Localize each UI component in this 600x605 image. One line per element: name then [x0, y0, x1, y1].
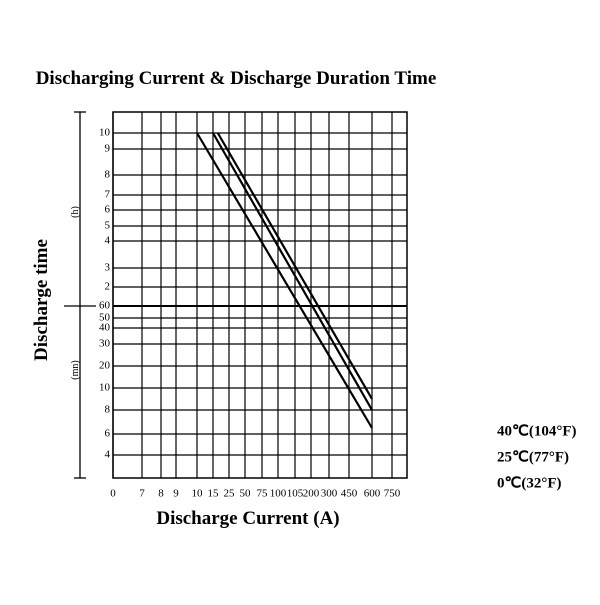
- x-tick-label: 105: [287, 488, 304, 500]
- minutes-unit: (mn): [70, 360, 81, 379]
- y-tick-label: 7: [105, 189, 111, 201]
- legend-label: 40℃(104°F): [497, 423, 577, 439]
- x-tick-label: 750: [384, 488, 401, 500]
- y-tick-label: 60: [99, 300, 111, 312]
- series-line: [216, 132, 373, 400]
- x-tick-label: 450: [341, 488, 358, 500]
- y-tick-label: 50: [99, 312, 111, 324]
- x-tick-label: 600: [364, 488, 381, 500]
- x-tick-label: 10: [192, 488, 204, 500]
- y-tick-label: 10: [99, 382, 111, 394]
- y-tick-label: 4: [105, 449, 111, 461]
- y-tick-label: 2: [105, 281, 111, 293]
- y-tick-label: 30: [99, 338, 111, 350]
- series-line: [196, 132, 373, 429]
- x-tick-label: 25: [224, 488, 236, 500]
- x-tick-label: 15: [208, 488, 220, 500]
- x-tick-label: 50: [240, 488, 252, 500]
- y-tick-label: 10: [99, 127, 111, 139]
- x-tick-label: 300: [321, 488, 338, 500]
- x-tick-label: 100: [270, 488, 287, 500]
- y-tick-label: 8: [105, 169, 111, 181]
- axis-brace: [64, 111, 96, 479]
- y-tick-label: 40: [99, 322, 111, 334]
- legend-label: 25℃(77°F): [497, 449, 569, 465]
- y-tick-label: 9: [105, 143, 111, 155]
- y-tick-label: 8: [105, 404, 111, 416]
- plot-frame: [112, 111, 408, 479]
- x-tick-label: 7: [139, 488, 145, 500]
- x-tick-label: 75: [257, 488, 269, 500]
- x-tick-label: 8: [158, 488, 164, 500]
- legend-label: 0℃(32°F): [497, 475, 562, 491]
- hours-unit: (h): [70, 206, 81, 218]
- x-tick-label: 9: [173, 488, 179, 500]
- y-tick-label: 4: [105, 235, 111, 247]
- series-line: [212, 132, 373, 411]
- y-tick-label: 5: [105, 220, 111, 232]
- y-tick-label: 6: [105, 204, 111, 216]
- y-tick-label: 20: [99, 360, 111, 372]
- x-axis-label: Discharge Current (A): [156, 508, 339, 529]
- x-tick-label: 0: [110, 488, 116, 500]
- x-tick-label: 200: [303, 488, 320, 500]
- y-tick-label: 3: [105, 262, 111, 274]
- chart-title: Discharging Current & Discharge Duration…: [36, 68, 437, 89]
- y-axis-label: Discharge time: [31, 239, 52, 361]
- y-tick-label: 6: [105, 428, 111, 440]
